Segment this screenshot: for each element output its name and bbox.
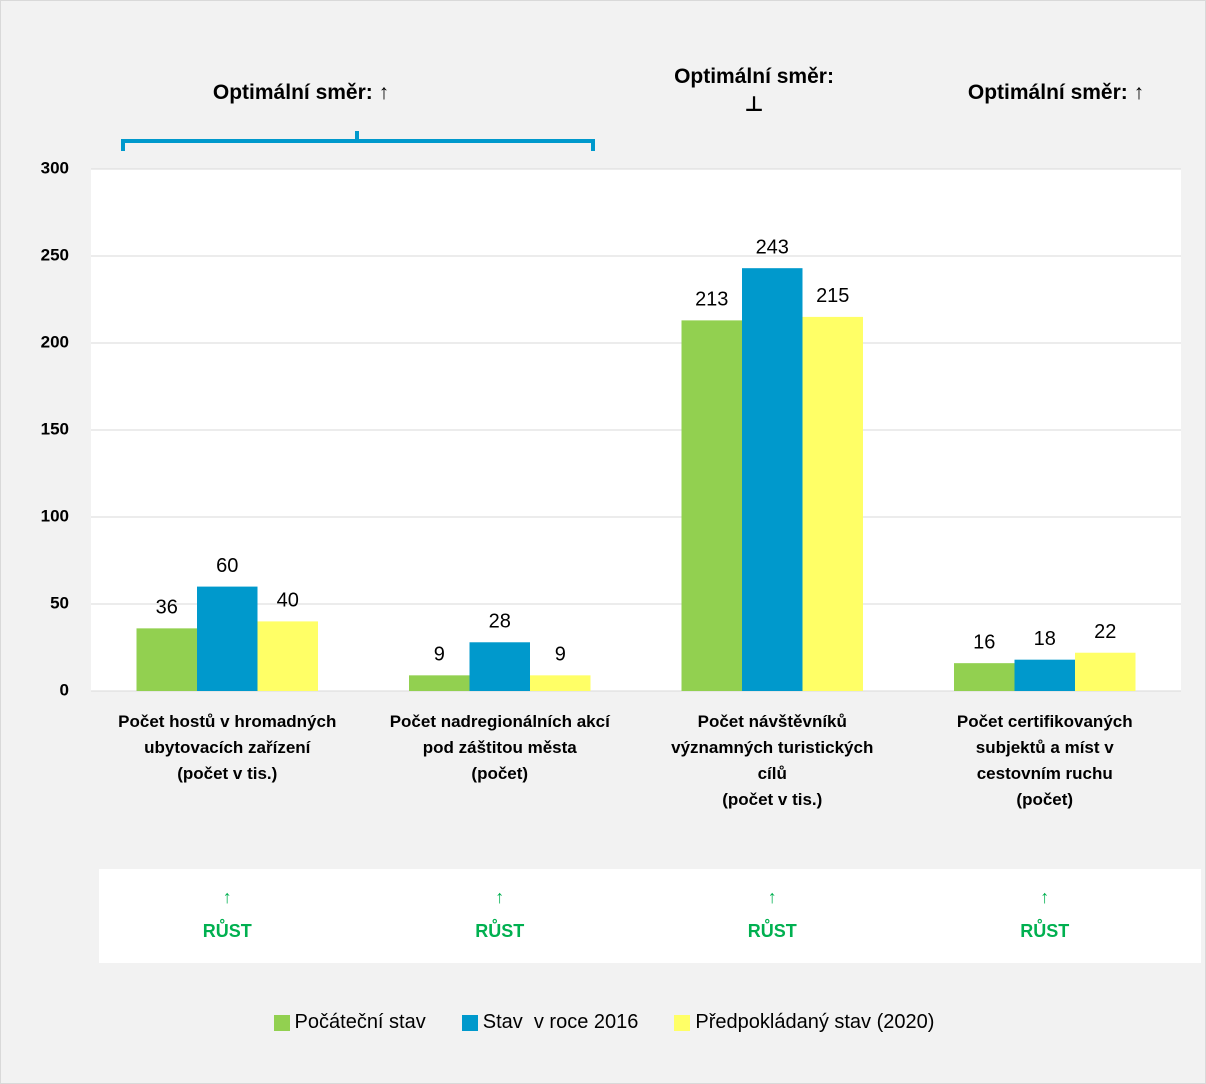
bar bbox=[742, 268, 803, 691]
legend-item: Stav v roce 2016 bbox=[461, 1011, 639, 1034]
y-tick-label: 150 bbox=[41, 419, 69, 438]
x-tick-label: Počet nadregionálních akcí pod záštitou … bbox=[389, 712, 610, 783]
value-label: 36 bbox=[156, 597, 178, 619]
brace bbox=[121, 131, 595, 151]
bar bbox=[1075, 652, 1136, 691]
value-label: 9 bbox=[434, 644, 445, 666]
value-label: 9 bbox=[555, 644, 566, 666]
x-tick-label: Počet hostů v hromadných ubytovacích zař… bbox=[118, 712, 337, 783]
annotation: Optimální směr: ↑ bbox=[212, 81, 390, 104]
value-label: 40 bbox=[277, 590, 299, 612]
legend-swatch bbox=[461, 1014, 478, 1031]
value-label: 60 bbox=[216, 555, 238, 577]
value-label: 28 bbox=[489, 611, 511, 633]
indicator-label: RŮST bbox=[475, 921, 525, 941]
legend-swatch bbox=[674, 1014, 691, 1031]
indicator-arrow: ↑ bbox=[1040, 887, 1050, 907]
legend-label: Předpokládaný stav (2020) bbox=[695, 1011, 935, 1033]
value-label: 213 bbox=[695, 289, 728, 311]
bar bbox=[197, 586, 258, 691]
bar bbox=[257, 621, 318, 691]
legend-label: Stav v roce 2016 bbox=[482, 1011, 639, 1033]
y-tick-label: 200 bbox=[41, 332, 69, 351]
bar bbox=[530, 675, 591, 691]
legend-item: Předpokládaný stav (2020) bbox=[674, 1011, 934, 1034]
indicator-label: RŮST bbox=[747, 921, 797, 941]
bar bbox=[681, 320, 742, 691]
indicator-arrow: ↑ bbox=[222, 887, 232, 907]
bar bbox=[136, 628, 197, 691]
bar bbox=[409, 675, 470, 691]
legend: Počáteční stav Stav v roce 2016 Předpoklád… bbox=[1, 1011, 1205, 1034]
y-tick-label: 250 bbox=[41, 245, 69, 264]
indicator-box bbox=[99, 869, 1201, 963]
y-tick-label: 50 bbox=[50, 593, 69, 612]
bar bbox=[802, 316, 863, 691]
indicator-arrow: ↑ bbox=[495, 887, 505, 907]
indicator-label: RŮST bbox=[202, 921, 252, 941]
value-label: 16 bbox=[973, 631, 995, 653]
annotation: Optimální směr: ↑ bbox=[967, 81, 1145, 104]
indicator-arrow: ↑ bbox=[767, 887, 777, 907]
value-label: 215 bbox=[816, 285, 849, 307]
legend-swatch bbox=[273, 1014, 290, 1031]
legend-item: Počáteční stav bbox=[273, 1011, 426, 1034]
bar bbox=[954, 663, 1015, 691]
value-label: 22 bbox=[1094, 621, 1116, 643]
value-label: 243 bbox=[756, 236, 789, 258]
legend-label: Počáteční stav bbox=[294, 1011, 426, 1033]
y-tick-label: 300 bbox=[41, 158, 69, 177]
annotation: Optimální směr: ⊥ bbox=[674, 65, 834, 116]
y-tick-label: 0 bbox=[60, 680, 69, 699]
indicator-label: RŮST bbox=[1020, 921, 1070, 941]
bar bbox=[1014, 659, 1075, 691]
y-tick-label: 100 bbox=[41, 506, 69, 525]
value-label: 18 bbox=[1034, 628, 1056, 650]
x-tick-label: Počet certifikovaných subjektů a míst v … bbox=[956, 712, 1133, 809]
bar bbox=[469, 642, 530, 691]
x-tick-label: Počet návštěvníků významných turistickýc… bbox=[671, 712, 874, 809]
